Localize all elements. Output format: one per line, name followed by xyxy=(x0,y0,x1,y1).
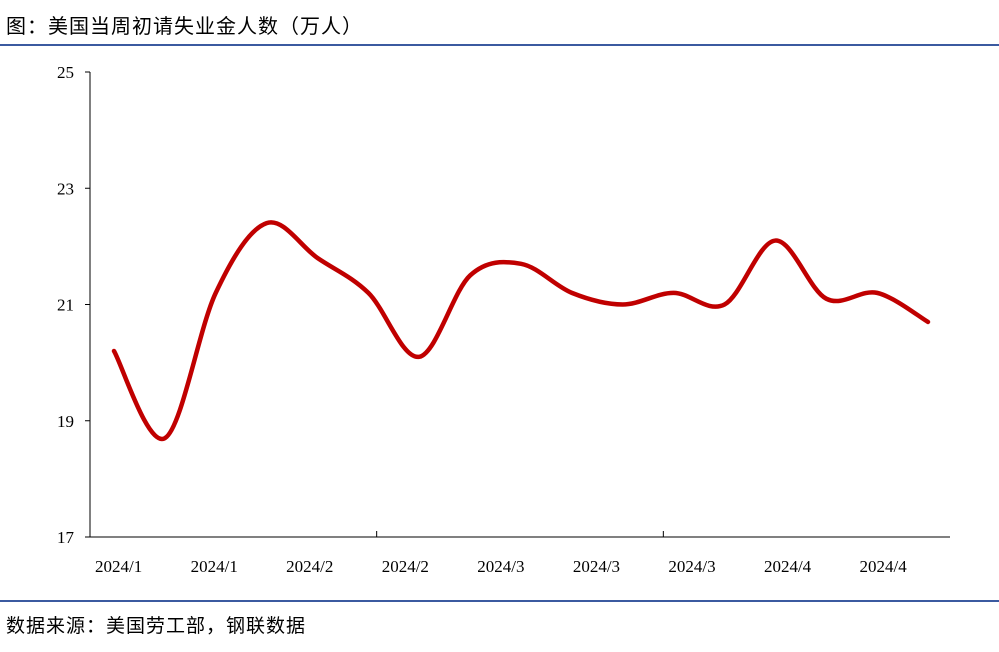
x-tick-label: 2024/3 xyxy=(668,557,715,576)
series-line xyxy=(111,220,931,442)
x-tick-label: 2024/2 xyxy=(286,557,333,576)
x-tick-label: 2024/3 xyxy=(573,557,620,576)
top-divider xyxy=(0,44,999,46)
y-axis-ticks: 17 19 21 23 25 xyxy=(57,63,90,547)
y-tick-label: 19 xyxy=(57,412,74,431)
x-axis-ticks: 2024/1 2024/1 2024/2 2024/2 2024/3 2024/3 2024… xyxy=(95,531,907,576)
x-tick-label: 2024/1 xyxy=(191,557,238,576)
figure-title: 图：美国当周初请失业金人数（万人） xyxy=(6,14,363,38)
y-tick-label: 17 xyxy=(57,528,75,547)
x-tick-label: 2024/2 xyxy=(382,557,429,576)
y-tick-label: 23 xyxy=(57,179,74,198)
x-tick-label: 2024/4 xyxy=(859,557,907,576)
bottom-divider xyxy=(0,600,999,602)
y-tick-label: 21 xyxy=(57,296,74,315)
x-tick-label: 2024/3 xyxy=(477,557,524,576)
y-tick-label: 25 xyxy=(57,63,74,82)
x-tick-label: 2024/1 xyxy=(95,557,142,576)
x-tick-label: 2024/4 xyxy=(764,557,812,576)
axes xyxy=(89,72,950,538)
data-source-note: 数据来源：美国劳工部，钢联数据 xyxy=(6,615,307,637)
